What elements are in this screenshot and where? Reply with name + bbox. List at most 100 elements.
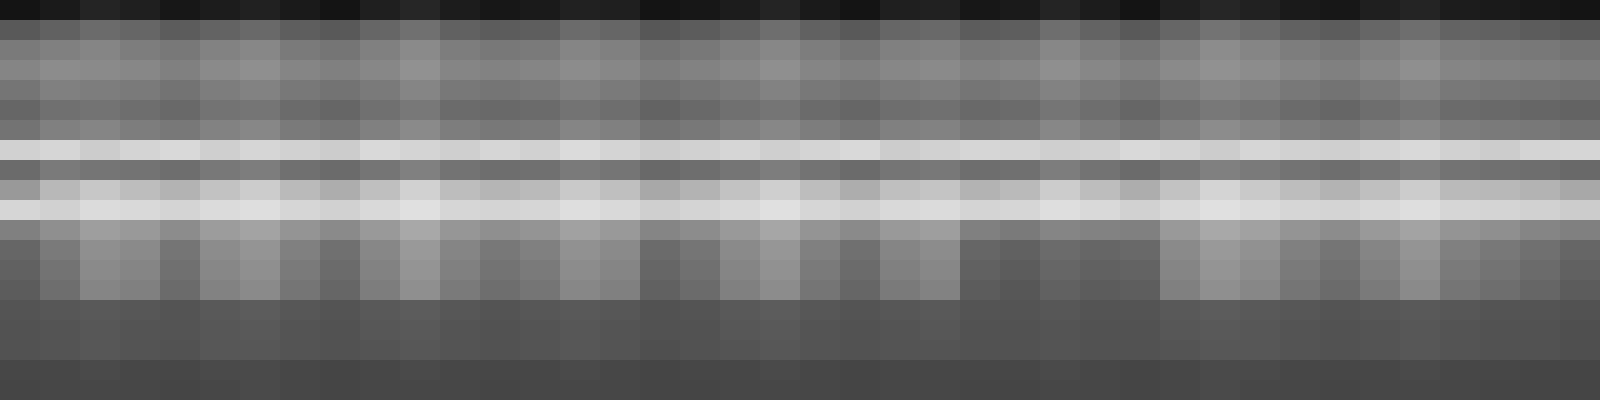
cell <box>1040 320 1081 341</box>
cell <box>80 300 121 321</box>
cell <box>1360 40 1401 61</box>
cell <box>1240 160 1281 181</box>
cell <box>760 60 801 81</box>
cell <box>200 160 241 181</box>
cell <box>120 300 161 321</box>
cell <box>520 80 561 101</box>
cell <box>1080 380 1121 400</box>
cell <box>1240 140 1281 161</box>
cell <box>1240 340 1281 361</box>
cell <box>440 320 481 341</box>
cell <box>1280 220 1321 241</box>
cell <box>0 260 41 281</box>
cell <box>440 60 481 81</box>
cell <box>720 240 761 261</box>
cell <box>920 20 961 41</box>
cell <box>640 300 681 321</box>
cell <box>80 180 121 201</box>
cell <box>960 20 1001 41</box>
cell <box>1080 100 1121 121</box>
cell <box>760 20 801 41</box>
cell <box>760 200 801 221</box>
cell <box>1440 260 1481 281</box>
cell <box>1040 360 1081 381</box>
cell <box>160 300 201 321</box>
cell <box>1040 200 1081 221</box>
cell <box>1360 60 1401 81</box>
cell <box>1040 220 1081 241</box>
cell <box>1520 40 1561 61</box>
cell <box>1080 60 1121 81</box>
cell <box>1200 200 1241 221</box>
cell <box>800 280 841 301</box>
cell <box>320 240 361 261</box>
cell <box>880 200 921 221</box>
cell <box>760 320 801 341</box>
cell <box>600 280 641 301</box>
cell <box>600 320 641 341</box>
cell <box>1200 80 1241 101</box>
cell <box>320 100 361 121</box>
cell <box>320 140 361 161</box>
cell <box>1480 320 1521 341</box>
cell <box>80 100 121 121</box>
cell <box>1560 0 1600 21</box>
cell <box>240 20 281 41</box>
cell <box>480 180 521 201</box>
cell <box>1520 60 1561 81</box>
cell <box>840 60 881 81</box>
cell <box>840 200 881 221</box>
cell <box>1280 340 1321 361</box>
cell <box>400 60 441 81</box>
cell <box>760 40 801 61</box>
cell <box>400 220 441 241</box>
cell <box>760 140 801 161</box>
cell <box>1280 80 1321 101</box>
cell <box>560 380 601 400</box>
cell <box>1120 120 1161 141</box>
cell <box>360 260 401 281</box>
cell <box>1160 140 1201 161</box>
cell <box>1080 240 1121 261</box>
cell <box>1560 120 1600 141</box>
cell <box>240 60 281 81</box>
cell <box>480 100 521 121</box>
cell <box>720 120 761 141</box>
cell <box>1200 160 1241 181</box>
cell <box>640 40 681 61</box>
cell <box>1320 40 1361 61</box>
cell <box>440 260 481 281</box>
cell <box>1080 140 1121 161</box>
cell <box>960 300 1001 321</box>
cell <box>1040 280 1081 301</box>
cell <box>1360 300 1401 321</box>
cell <box>120 280 161 301</box>
cell <box>640 200 681 221</box>
cell <box>160 240 201 261</box>
cell <box>200 360 241 381</box>
cell <box>1120 320 1161 341</box>
cell <box>480 220 521 241</box>
cell <box>440 100 481 121</box>
cell <box>1360 380 1401 400</box>
cell <box>1520 260 1561 281</box>
cell <box>960 160 1001 181</box>
cell <box>800 160 841 181</box>
cell <box>880 120 921 141</box>
cell <box>480 240 521 261</box>
cell <box>1440 160 1481 181</box>
cell <box>1320 120 1361 141</box>
cell <box>1200 180 1241 201</box>
cell <box>760 260 801 281</box>
cell <box>1120 300 1161 321</box>
cell <box>880 300 921 321</box>
cell <box>1320 100 1361 121</box>
cell <box>400 40 441 61</box>
cell <box>240 120 281 141</box>
cell <box>320 200 361 221</box>
cell <box>1440 20 1481 41</box>
cell <box>1280 100 1321 121</box>
cell <box>1120 200 1161 221</box>
cell <box>1200 340 1241 361</box>
cell <box>1080 160 1121 181</box>
